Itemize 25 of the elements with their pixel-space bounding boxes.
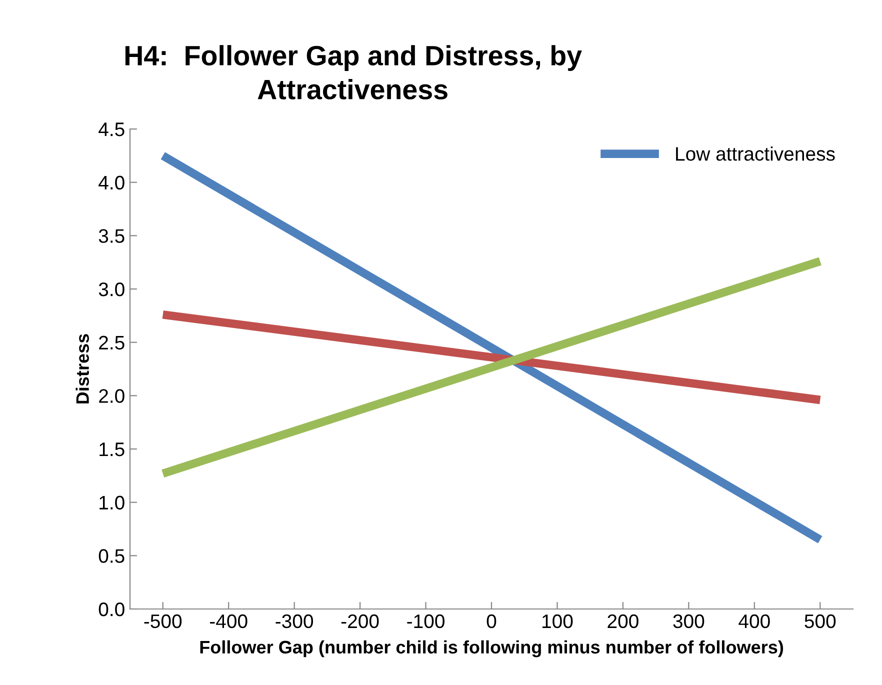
- y-axis-title: Distress: [76, 334, 89, 404]
- x-tick-label: 200: [608, 614, 638, 628]
- y-tick-label: 2.5: [99, 336, 124, 350]
- y-tick-label: 0.0: [98, 602, 124, 616]
- x-tick-label: -300: [276, 614, 314, 628]
- x-tick-label: 100: [542, 614, 573, 628]
- y-tick-label: 1.5: [100, 442, 124, 456]
- x-tick-label: -100: [407, 614, 444, 628]
- legend-label: Low attractiveness: [676, 146, 835, 161]
- x-tick-label: -400: [210, 614, 248, 628]
- x-tick-label: 500: [804, 614, 836, 628]
- x-tick-label: 300: [673, 614, 704, 628]
- y-tick-label: 2.0: [99, 389, 124, 403]
- y-tick-label: 4.5: [98, 122, 124, 136]
- x-tick-label: -500: [144, 614, 182, 628]
- y-tick-label: 3.5: [98, 229, 124, 243]
- x-tick-label: 0: [486, 614, 496, 628]
- y-tick-label: 4.0: [98, 176, 124, 190]
- x-axis-title: Follower Gap (number child is following minus number of followers): [200, 640, 784, 658]
- x-tick-label: -200: [341, 614, 379, 628]
- y-tick-label: 3.0: [98, 282, 124, 296]
- chart-title: H4: Follower Gap and Distress, by Attractiveness: [125, 45, 582, 100]
- y-tick-label: 1.0: [100, 496, 124, 510]
- y-tick-label: 0.5: [98, 549, 124, 563]
- x-tick-label: 400: [738, 614, 770, 628]
